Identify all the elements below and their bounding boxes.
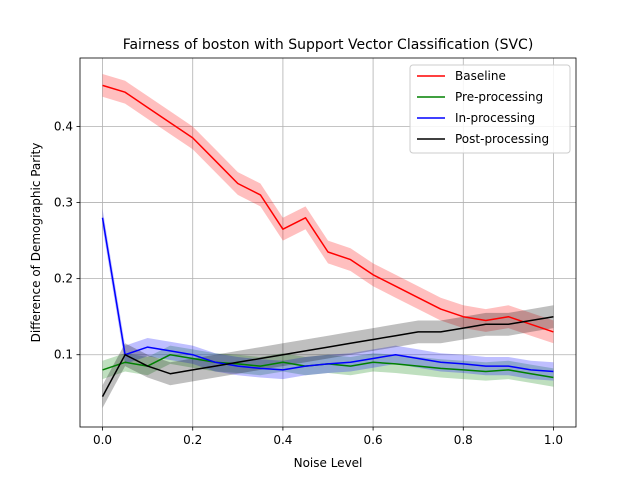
series-line xyxy=(101,217,554,373)
x-tick-label: 0.4 xyxy=(273,433,292,447)
x-tick-label: 0.2 xyxy=(183,433,202,447)
series-line xyxy=(102,84,554,333)
x-tick-label: 0.8 xyxy=(454,433,473,447)
x-tick-label: 1.0 xyxy=(544,433,563,447)
x-tick-label: 0.0 xyxy=(93,433,112,447)
legend-label: Baseline xyxy=(455,69,506,83)
x-axis-label: Noise Level xyxy=(294,456,363,470)
legend-box xyxy=(409,64,571,154)
series-band xyxy=(102,208,554,381)
series-line xyxy=(101,315,554,397)
y-tick-label: 0.1 xyxy=(54,348,73,362)
y-tick-label: 0.3 xyxy=(54,196,73,210)
y-axis-label: Difference of Demographic Parity xyxy=(29,143,43,343)
x-tick-label: 0.6 xyxy=(364,433,383,447)
legend-label: In-processing xyxy=(455,111,535,125)
series-band xyxy=(102,305,554,408)
plot-frame xyxy=(79,57,577,428)
y-tick-label: 0.4 xyxy=(54,119,73,133)
axis-ticks: 0.0 0.2 0.4 0.6 0.8 1.0 0.1 0.2 0.3 0.4 xyxy=(54,119,563,447)
y-tick-label: 0.2 xyxy=(54,272,73,286)
series-band xyxy=(102,345,554,387)
legend-label: Pre-processing xyxy=(455,90,543,104)
series-lines xyxy=(101,84,554,397)
legend-label: Post-processing xyxy=(455,132,549,146)
legend: Baseline Pre-processing In-processing Post-… xyxy=(409,64,571,154)
chart-title: Fairness of boston with Support Vector C… xyxy=(123,37,534,53)
